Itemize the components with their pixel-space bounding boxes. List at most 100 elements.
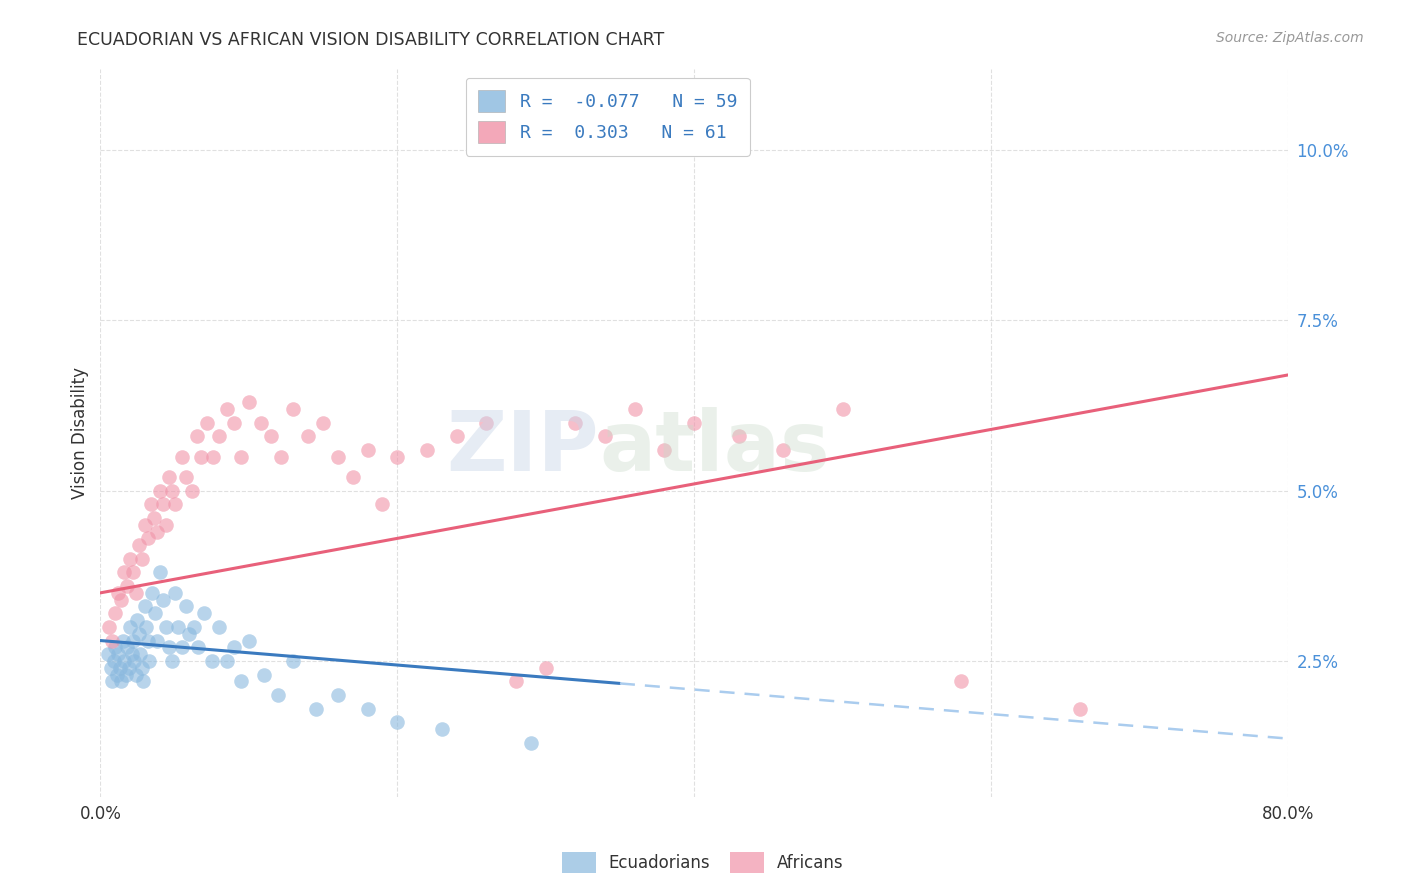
Point bbox=[186, 429, 208, 443]
Point bbox=[297, 429, 319, 443]
Text: Source: ZipAtlas.com: Source: ZipAtlas.com bbox=[1216, 31, 1364, 45]
Point bbox=[215, 654, 238, 668]
Point bbox=[623, 402, 645, 417]
Point bbox=[132, 674, 155, 689]
Point bbox=[416, 442, 439, 457]
Point bbox=[163, 586, 186, 600]
Point bbox=[950, 674, 973, 689]
Point bbox=[152, 497, 174, 511]
Point bbox=[304, 701, 326, 715]
Point bbox=[190, 450, 212, 464]
Point bbox=[110, 592, 132, 607]
Point bbox=[202, 450, 225, 464]
Legend: Ecuadorians, Africans: Ecuadorians, Africans bbox=[555, 846, 851, 880]
Point bbox=[222, 640, 245, 655]
Point bbox=[160, 483, 183, 498]
Point bbox=[187, 640, 209, 655]
Point bbox=[108, 661, 131, 675]
Point bbox=[155, 620, 177, 634]
Point bbox=[772, 442, 794, 457]
Point bbox=[356, 442, 378, 457]
Point bbox=[114, 667, 136, 681]
Point bbox=[131, 661, 153, 675]
Point bbox=[183, 620, 205, 634]
Point bbox=[125, 667, 148, 681]
Point bbox=[238, 633, 260, 648]
Point bbox=[98, 620, 121, 634]
Point bbox=[176, 599, 198, 614]
Point bbox=[371, 497, 394, 511]
Point bbox=[326, 688, 349, 702]
Point bbox=[195, 416, 218, 430]
Point bbox=[131, 551, 153, 566]
Point bbox=[115, 579, 138, 593]
Point bbox=[128, 626, 150, 640]
Point bbox=[181, 483, 204, 498]
Point bbox=[101, 633, 124, 648]
Point bbox=[260, 429, 283, 443]
Point bbox=[160, 654, 183, 668]
Point bbox=[134, 517, 156, 532]
Point bbox=[105, 667, 128, 681]
Point bbox=[118, 551, 141, 566]
Point bbox=[387, 450, 409, 464]
Point bbox=[152, 592, 174, 607]
Point bbox=[505, 674, 527, 689]
Point bbox=[520, 736, 543, 750]
Point bbox=[135, 620, 157, 634]
Point bbox=[128, 538, 150, 552]
Point bbox=[136, 633, 159, 648]
Point bbox=[222, 416, 245, 430]
Point bbox=[231, 674, 253, 689]
Point bbox=[145, 524, 167, 539]
Point bbox=[145, 633, 167, 648]
Point bbox=[215, 402, 238, 417]
Point bbox=[238, 395, 260, 409]
Point bbox=[127, 613, 149, 627]
Point bbox=[103, 654, 125, 668]
Point bbox=[170, 450, 193, 464]
Point bbox=[125, 586, 148, 600]
Point bbox=[356, 701, 378, 715]
Point bbox=[107, 586, 129, 600]
Point bbox=[270, 450, 292, 464]
Point bbox=[654, 442, 676, 457]
Point bbox=[122, 633, 145, 648]
Text: ZIP: ZIP bbox=[447, 407, 599, 488]
Point bbox=[475, 416, 498, 430]
Point bbox=[831, 402, 853, 417]
Point bbox=[110, 674, 132, 689]
Point bbox=[157, 640, 180, 655]
Point bbox=[97, 647, 120, 661]
Point bbox=[107, 647, 129, 661]
Point bbox=[141, 586, 163, 600]
Point bbox=[157, 470, 180, 484]
Point bbox=[534, 661, 557, 675]
Point bbox=[446, 429, 468, 443]
Point bbox=[115, 640, 138, 655]
Point bbox=[683, 416, 706, 430]
Y-axis label: Vision Disability: Vision Disability bbox=[72, 367, 89, 499]
Point bbox=[129, 647, 152, 661]
Point bbox=[170, 640, 193, 655]
Point bbox=[326, 450, 349, 464]
Point bbox=[138, 654, 160, 668]
Point bbox=[593, 429, 616, 443]
Point bbox=[564, 416, 586, 430]
Point bbox=[122, 566, 145, 580]
Point bbox=[727, 429, 749, 443]
Point bbox=[149, 483, 172, 498]
Point bbox=[143, 607, 166, 621]
Point bbox=[111, 633, 134, 648]
Point bbox=[267, 688, 290, 702]
Point bbox=[149, 566, 172, 580]
Point bbox=[208, 429, 231, 443]
Point bbox=[142, 511, 165, 525]
Point bbox=[117, 661, 139, 675]
Legend: R =  -0.077   N = 59, R =  0.303   N = 61: R = -0.077 N = 59, R = 0.303 N = 61 bbox=[465, 78, 749, 156]
Point bbox=[342, 470, 364, 484]
Point bbox=[193, 607, 215, 621]
Point bbox=[104, 640, 127, 655]
Point bbox=[112, 654, 135, 668]
Point bbox=[112, 566, 135, 580]
